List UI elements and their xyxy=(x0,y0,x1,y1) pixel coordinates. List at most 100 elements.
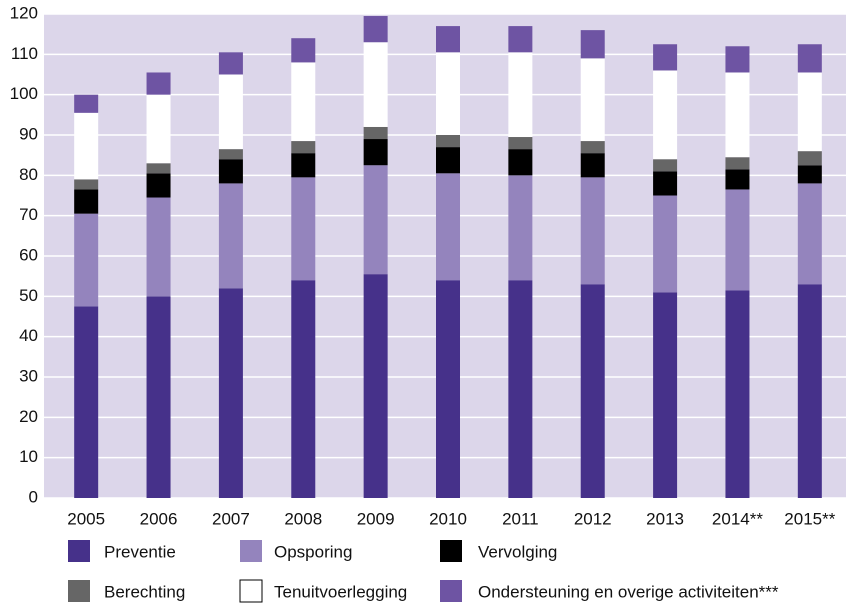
bar-segment xyxy=(146,296,171,498)
bar-segment xyxy=(436,52,460,135)
bar-segment xyxy=(508,175,533,281)
bar-segment xyxy=(363,42,388,127)
x-tick-label: 2010 xyxy=(429,509,467,528)
bar-segment xyxy=(653,171,678,196)
bar-segment xyxy=(291,141,316,154)
bar-segment xyxy=(653,195,678,293)
bar-segment xyxy=(580,58,605,142)
bar-segment xyxy=(291,62,316,142)
bar-segment xyxy=(580,153,605,178)
bar-segment xyxy=(508,26,533,53)
bar-segment xyxy=(436,147,460,174)
bar-segment xyxy=(74,189,99,214)
legend-swatch xyxy=(440,540,462,562)
bar-segment xyxy=(363,126,388,140)
y-tick-label: 50 xyxy=(19,286,38,305)
y-tick-label: 60 xyxy=(19,245,38,264)
bar-segment xyxy=(653,159,678,172)
bar-segment xyxy=(508,137,533,150)
x-tick-label: 2008 xyxy=(284,509,322,528)
bar-segment xyxy=(363,165,388,275)
bar-segment xyxy=(436,280,460,498)
bar-segment xyxy=(146,163,171,174)
bar-segment xyxy=(797,151,822,166)
y-tick-label: 0 xyxy=(29,487,38,506)
y-tick-label: 20 xyxy=(19,407,38,426)
bar-segment xyxy=(725,189,750,291)
bar-segment xyxy=(218,183,243,289)
y-tick-label: 70 xyxy=(19,205,38,224)
bar-segment xyxy=(797,183,822,285)
y-tick-label: 110 xyxy=(11,44,38,63)
legend-swatch xyxy=(68,540,90,562)
x-tick-label: 2005 xyxy=(67,509,105,528)
bar-segment xyxy=(725,46,750,73)
y-tick-label: 30 xyxy=(19,366,38,385)
bar-segment xyxy=(797,44,822,73)
bar-segment xyxy=(363,274,388,498)
bar-segment xyxy=(363,139,388,166)
bar-segment xyxy=(291,280,316,498)
y-tick-label: 120 xyxy=(10,3,38,22)
bar-segment xyxy=(580,284,605,498)
legend-label: Preventie xyxy=(104,542,176,561)
x-tick-label: 2011 xyxy=(502,509,539,528)
y-tick-label: 10 xyxy=(19,447,38,466)
legend-label: Berechting xyxy=(104,582,185,601)
bar-segment xyxy=(74,94,99,113)
legend-label: Ondersteuning en overige activiteiten*** xyxy=(478,582,779,601)
bar-segment xyxy=(146,197,171,297)
bar-segment xyxy=(146,72,171,95)
bar-segment xyxy=(218,52,243,75)
bar-segment xyxy=(508,52,533,138)
bar-segment xyxy=(218,288,243,498)
bar-segment xyxy=(146,173,171,198)
bar-segment xyxy=(74,306,99,498)
y-tick-label: 80 xyxy=(19,165,38,184)
x-tick-label: 2015** xyxy=(784,509,835,528)
bar-segment xyxy=(580,141,605,154)
legend-swatch xyxy=(240,540,262,562)
bar-segment xyxy=(146,94,171,164)
bar-segment xyxy=(508,280,533,498)
legend-label: Opsporing xyxy=(274,542,352,561)
y-tick-label: 40 xyxy=(19,326,38,345)
x-tick-label: 2009 xyxy=(357,509,395,528)
bar-segment xyxy=(291,177,316,281)
bar-segment xyxy=(218,149,243,160)
bar-segment xyxy=(653,70,678,160)
x-tick-label: 2012 xyxy=(574,509,612,528)
bar-segment xyxy=(797,72,822,152)
bar-segment xyxy=(580,177,605,285)
x-tick-label: 2006 xyxy=(140,509,178,528)
x-tick-label: 2007 xyxy=(212,509,250,528)
bar-segment xyxy=(797,284,822,498)
bar-segment xyxy=(436,26,460,53)
y-tick-label: 100 xyxy=(10,84,38,103)
legend-label: Vervolging xyxy=(478,542,557,561)
bar-segment xyxy=(291,38,316,63)
bar-segment xyxy=(725,72,750,158)
y-tick-label: 90 xyxy=(19,124,38,143)
bar-segment xyxy=(508,149,533,176)
bar-segment xyxy=(580,30,605,59)
bar-segment xyxy=(653,44,678,71)
bar-segment xyxy=(436,173,460,281)
bar-segment xyxy=(74,112,99,180)
bar-segment xyxy=(291,153,316,178)
legend-swatch xyxy=(440,580,462,602)
legend-swatch xyxy=(68,580,90,602)
legend-swatch xyxy=(239,579,263,603)
bar-segment xyxy=(74,213,99,307)
bar-segment xyxy=(436,135,460,148)
bar-segment xyxy=(74,179,99,190)
bar-segment xyxy=(725,290,750,498)
bar-segment xyxy=(797,165,822,184)
x-tick-label: 2014** xyxy=(712,509,763,528)
bar-segment xyxy=(218,159,243,184)
bar-segment xyxy=(725,157,750,170)
bar-segment xyxy=(725,169,750,190)
x-tick-label: 2013 xyxy=(646,509,684,528)
bar-segment xyxy=(363,16,388,43)
